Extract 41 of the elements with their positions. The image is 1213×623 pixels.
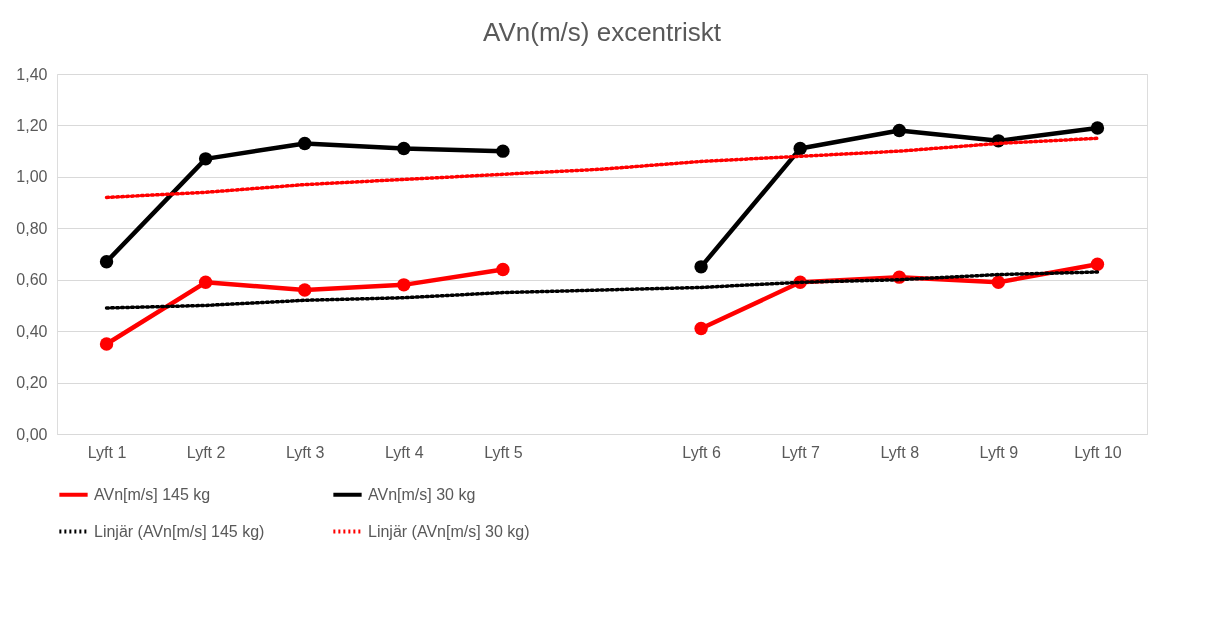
y-tick-label: 0,20	[16, 374, 48, 392]
point	[99, 255, 114, 269]
point	[694, 260, 708, 274]
legend-label: Linjär (AVn[m/s] 145 kg)	[94, 522, 265, 540]
point	[1090, 121, 1105, 135]
y-tick-label: 0,80	[16, 219, 48, 237]
line-series	[104, 136, 1100, 200]
point	[991, 275, 1006, 289]
x-tick-label: Lyft 6	[682, 443, 721, 461]
y-tick-label: 1,40	[16, 65, 48, 83]
point	[198, 152, 213, 166]
x-tick-label: Lyft 1	[87, 443, 127, 461]
point	[198, 275, 213, 289]
legend-label: AVn[m/s] 30 kg	[368, 485, 476, 503]
y-tick-label: 0,40	[16, 322, 48, 340]
x-tick-label: Lyft 9	[979, 443, 1019, 461]
x-tick-label: Lyft 8	[880, 443, 920, 461]
point	[298, 283, 312, 297]
legend-label: AVn[m/s] 145 kg	[94, 485, 211, 503]
point	[298, 136, 312, 151]
legend-label: Linjär (AVn[m/s] 30 kg)	[368, 522, 530, 540]
point	[694, 321, 708, 336]
chart-title: AVn(m/s) excentriskt	[483, 17, 722, 47]
point	[1090, 257, 1105, 271]
point	[892, 123, 906, 138]
point	[496, 262, 510, 277]
point	[496, 144, 510, 158]
x-tick-label: Lyft 7	[781, 443, 821, 461]
y-tick-label: 1,00	[16, 168, 48, 186]
x-tick-label: Lyft 2	[186, 443, 226, 461]
y-tick-label: 0,00	[16, 425, 48, 443]
y-tick-label: 1,20	[16, 116, 48, 134]
point	[397, 278, 411, 292]
x-tick-label: Lyft 3	[285, 443, 325, 461]
point	[397, 141, 411, 156]
point	[793, 141, 807, 156]
point	[99, 337, 114, 351]
y-tick-label: 0,60	[16, 271, 48, 289]
x-tick-label: Lyft 10	[1074, 443, 1122, 461]
x-tick-label: Lyft 4	[385, 443, 424, 461]
x-tick-label: Lyft 5	[484, 443, 523, 461]
